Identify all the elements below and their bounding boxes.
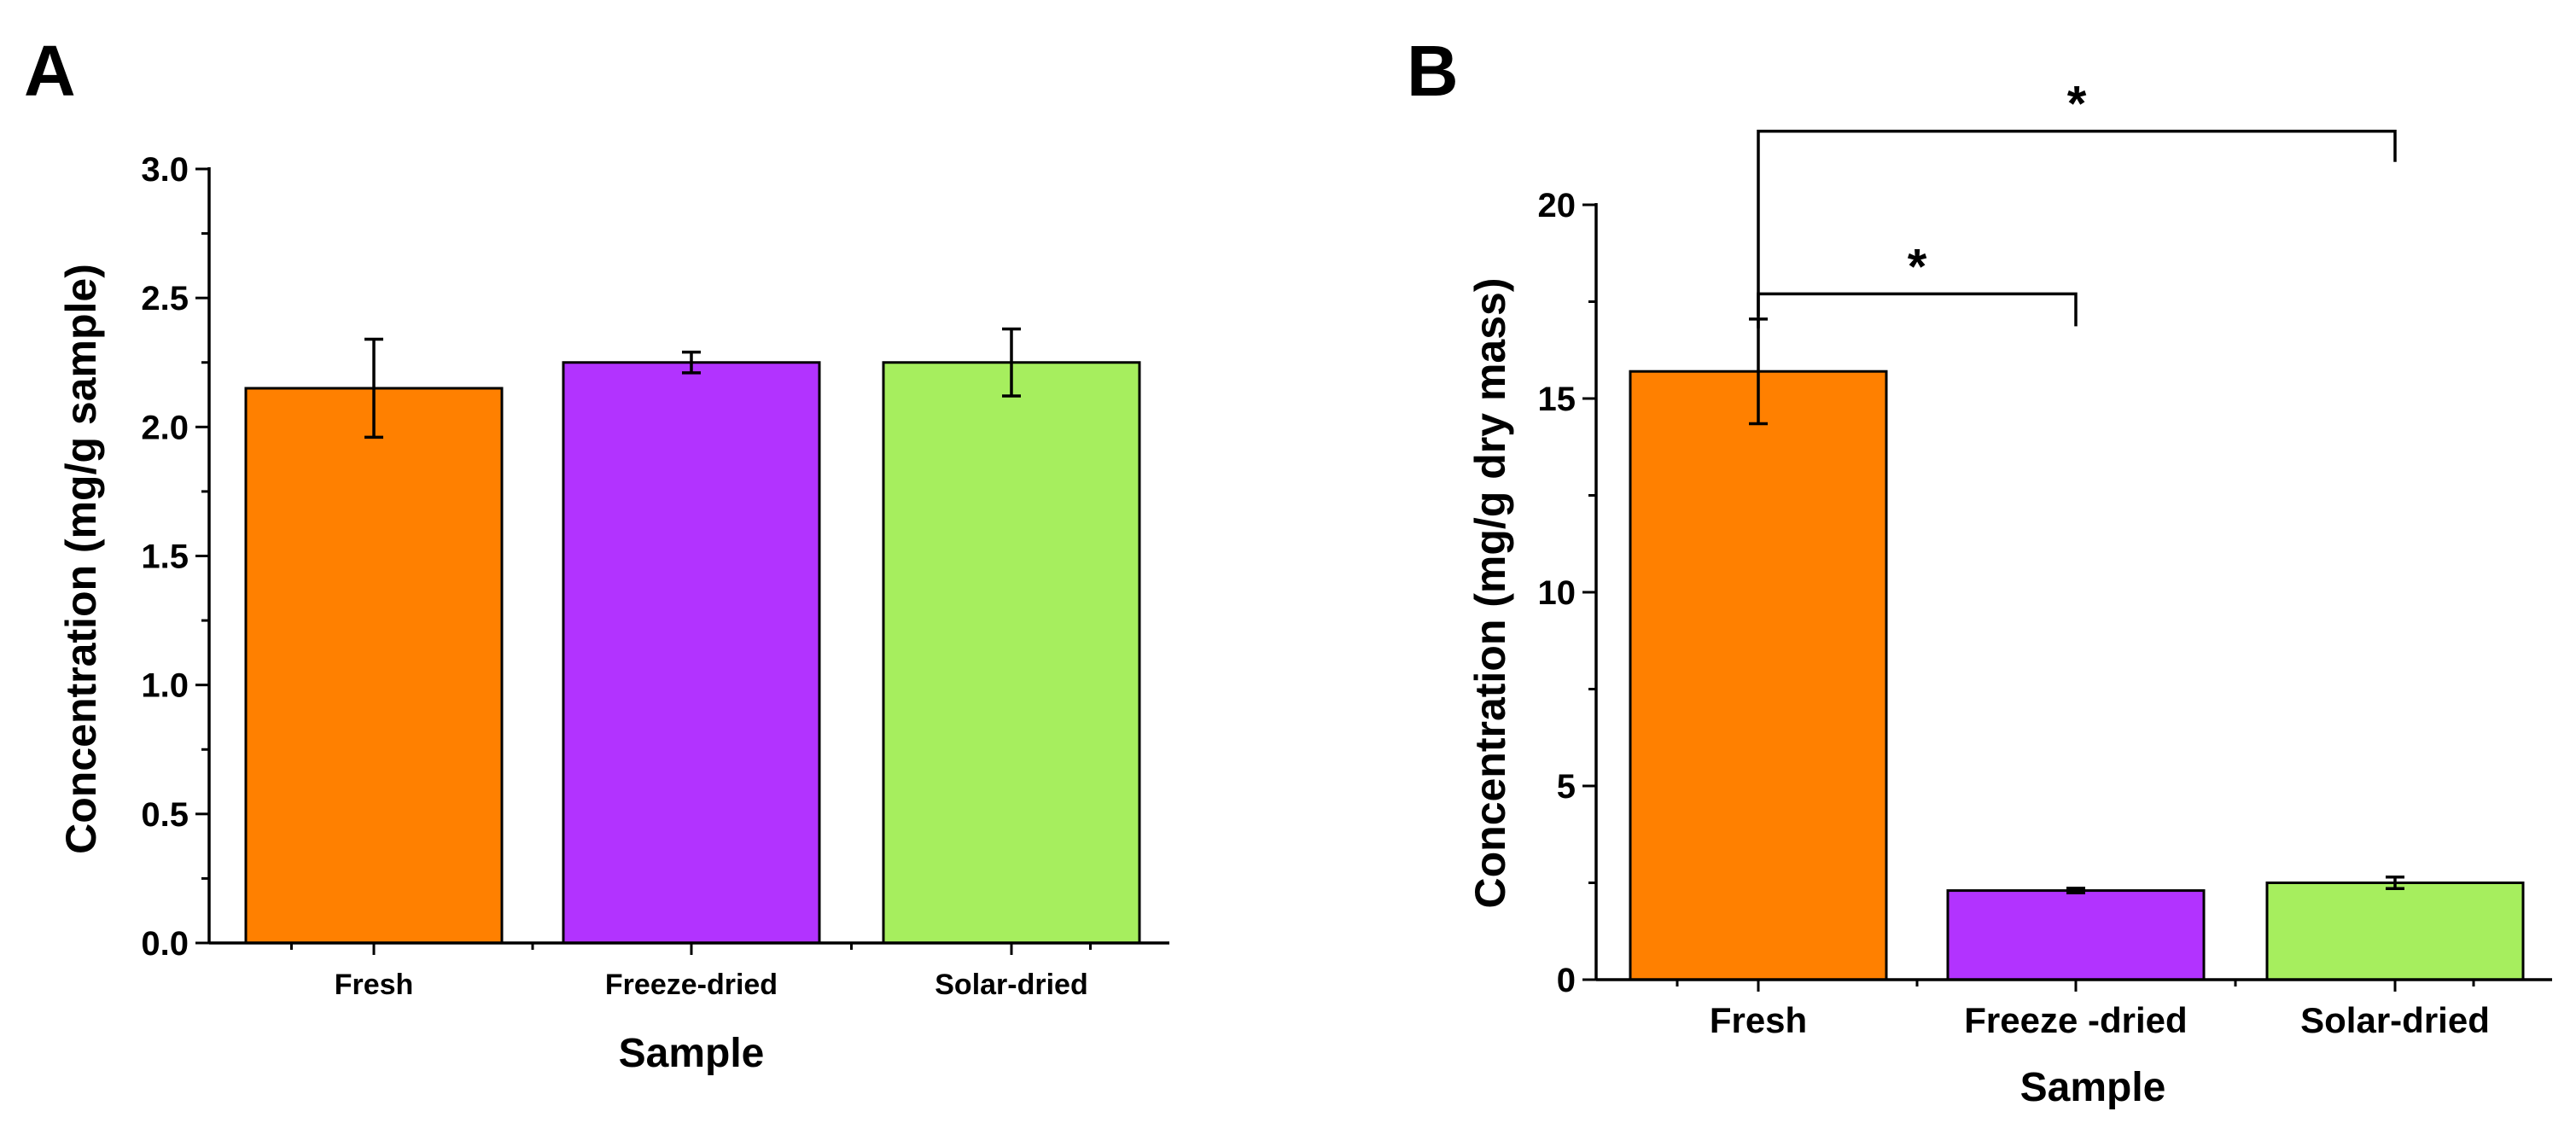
panel-a-x-ticks: Fresh Freeze-dried Solar-dried — [290, 943, 1092, 1001]
panel-b-x-axis-title: Sample — [2020, 1065, 2166, 1110]
panel-a-y-ticks: 0.0 0.5 1.0 1.5 2.0 2.5 3.0 — [141, 151, 209, 963]
error-bar — [1002, 327, 1021, 398]
y-tick-label: 0.0 — [141, 925, 189, 963]
bar-freeze-dried — [562, 361, 821, 945]
panel-a-x-axis-title: Sample — [619, 1031, 765, 1076]
y-tick-label: 1.0 — [141, 667, 189, 705]
error-bar — [2386, 875, 2404, 891]
bar-freeze-dried — [1946, 889, 2206, 981]
y-tick-label: 0.5 — [141, 796, 189, 834]
y-tick-label: 0 — [1557, 962, 1576, 999]
y-tick-label: 10 — [1538, 574, 1576, 612]
panel-b-letter: B — [1407, 31, 1459, 111]
y-tick-label: 3.0 — [141, 151, 189, 189]
panel-b-significance-annotations: ** — [1757, 77, 2397, 329]
x-tick-label: Freeze-dried — [605, 969, 778, 1001]
panel-b-y-axis-title: Concentration (mg/g dry mass) — [1466, 278, 1514, 909]
significance-bracket: * — [1757, 239, 2078, 329]
y-tick-label: 20 — [1538, 187, 1576, 224]
x-tick-label: Fresh — [335, 969, 414, 1001]
panel-a-error-bars — [364, 327, 1021, 439]
panel-b-x-ticks: Fresh Freeze -dried Solar-dried — [1676, 980, 2490, 1040]
significance-bracket: * — [1757, 77, 2397, 317]
error-bar — [682, 350, 701, 375]
error-bar — [364, 337, 383, 439]
panel-a-y-axis-title: Concentration (mg/g sample) — [57, 264, 105, 854]
y-tick-label: 5 — [1557, 768, 1576, 806]
y-tick-label: 2.0 — [141, 409, 189, 446]
bar-fresh — [1629, 370, 1888, 981]
x-tick-label: Solar-dried — [2300, 1000, 2490, 1040]
panel-a-letter: A — [24, 31, 76, 111]
significance-star: * — [1908, 239, 1927, 294]
bar-fresh — [244, 387, 504, 945]
panel-a: A 0.0 0.5 1.0 1.5 2.0 2.5 3.0 Fresh Freeze-drie… — [24, 31, 1169, 1076]
panel-b-y-ticks: 0 5 10 15 20 — [1538, 187, 1596, 999]
significance-star: * — [2067, 77, 2087, 132]
bar-solar-dried — [882, 361, 1141, 945]
y-tick-label: 2.5 — [141, 280, 189, 317]
x-tick-label: Solar-dried — [935, 969, 1087, 1001]
y-tick-label: 15 — [1538, 381, 1576, 418]
panel-b-bars — [1629, 370, 2525, 981]
panel-b-error-bars — [1749, 317, 2404, 895]
y-tick-label: 1.5 — [141, 538, 189, 576]
x-tick-label: Fresh — [1710, 1000, 1807, 1040]
panel-b: B 0 5 10 15 20 Fresh Freeze -dried Solar-dried… — [1407, 31, 2552, 1110]
panel-a-bars — [244, 361, 1141, 945]
bar-solar-dried — [2265, 882, 2525, 981]
x-tick-label: Freeze -dried — [1964, 1000, 2187, 1040]
error-bar — [2066, 887, 2085, 895]
